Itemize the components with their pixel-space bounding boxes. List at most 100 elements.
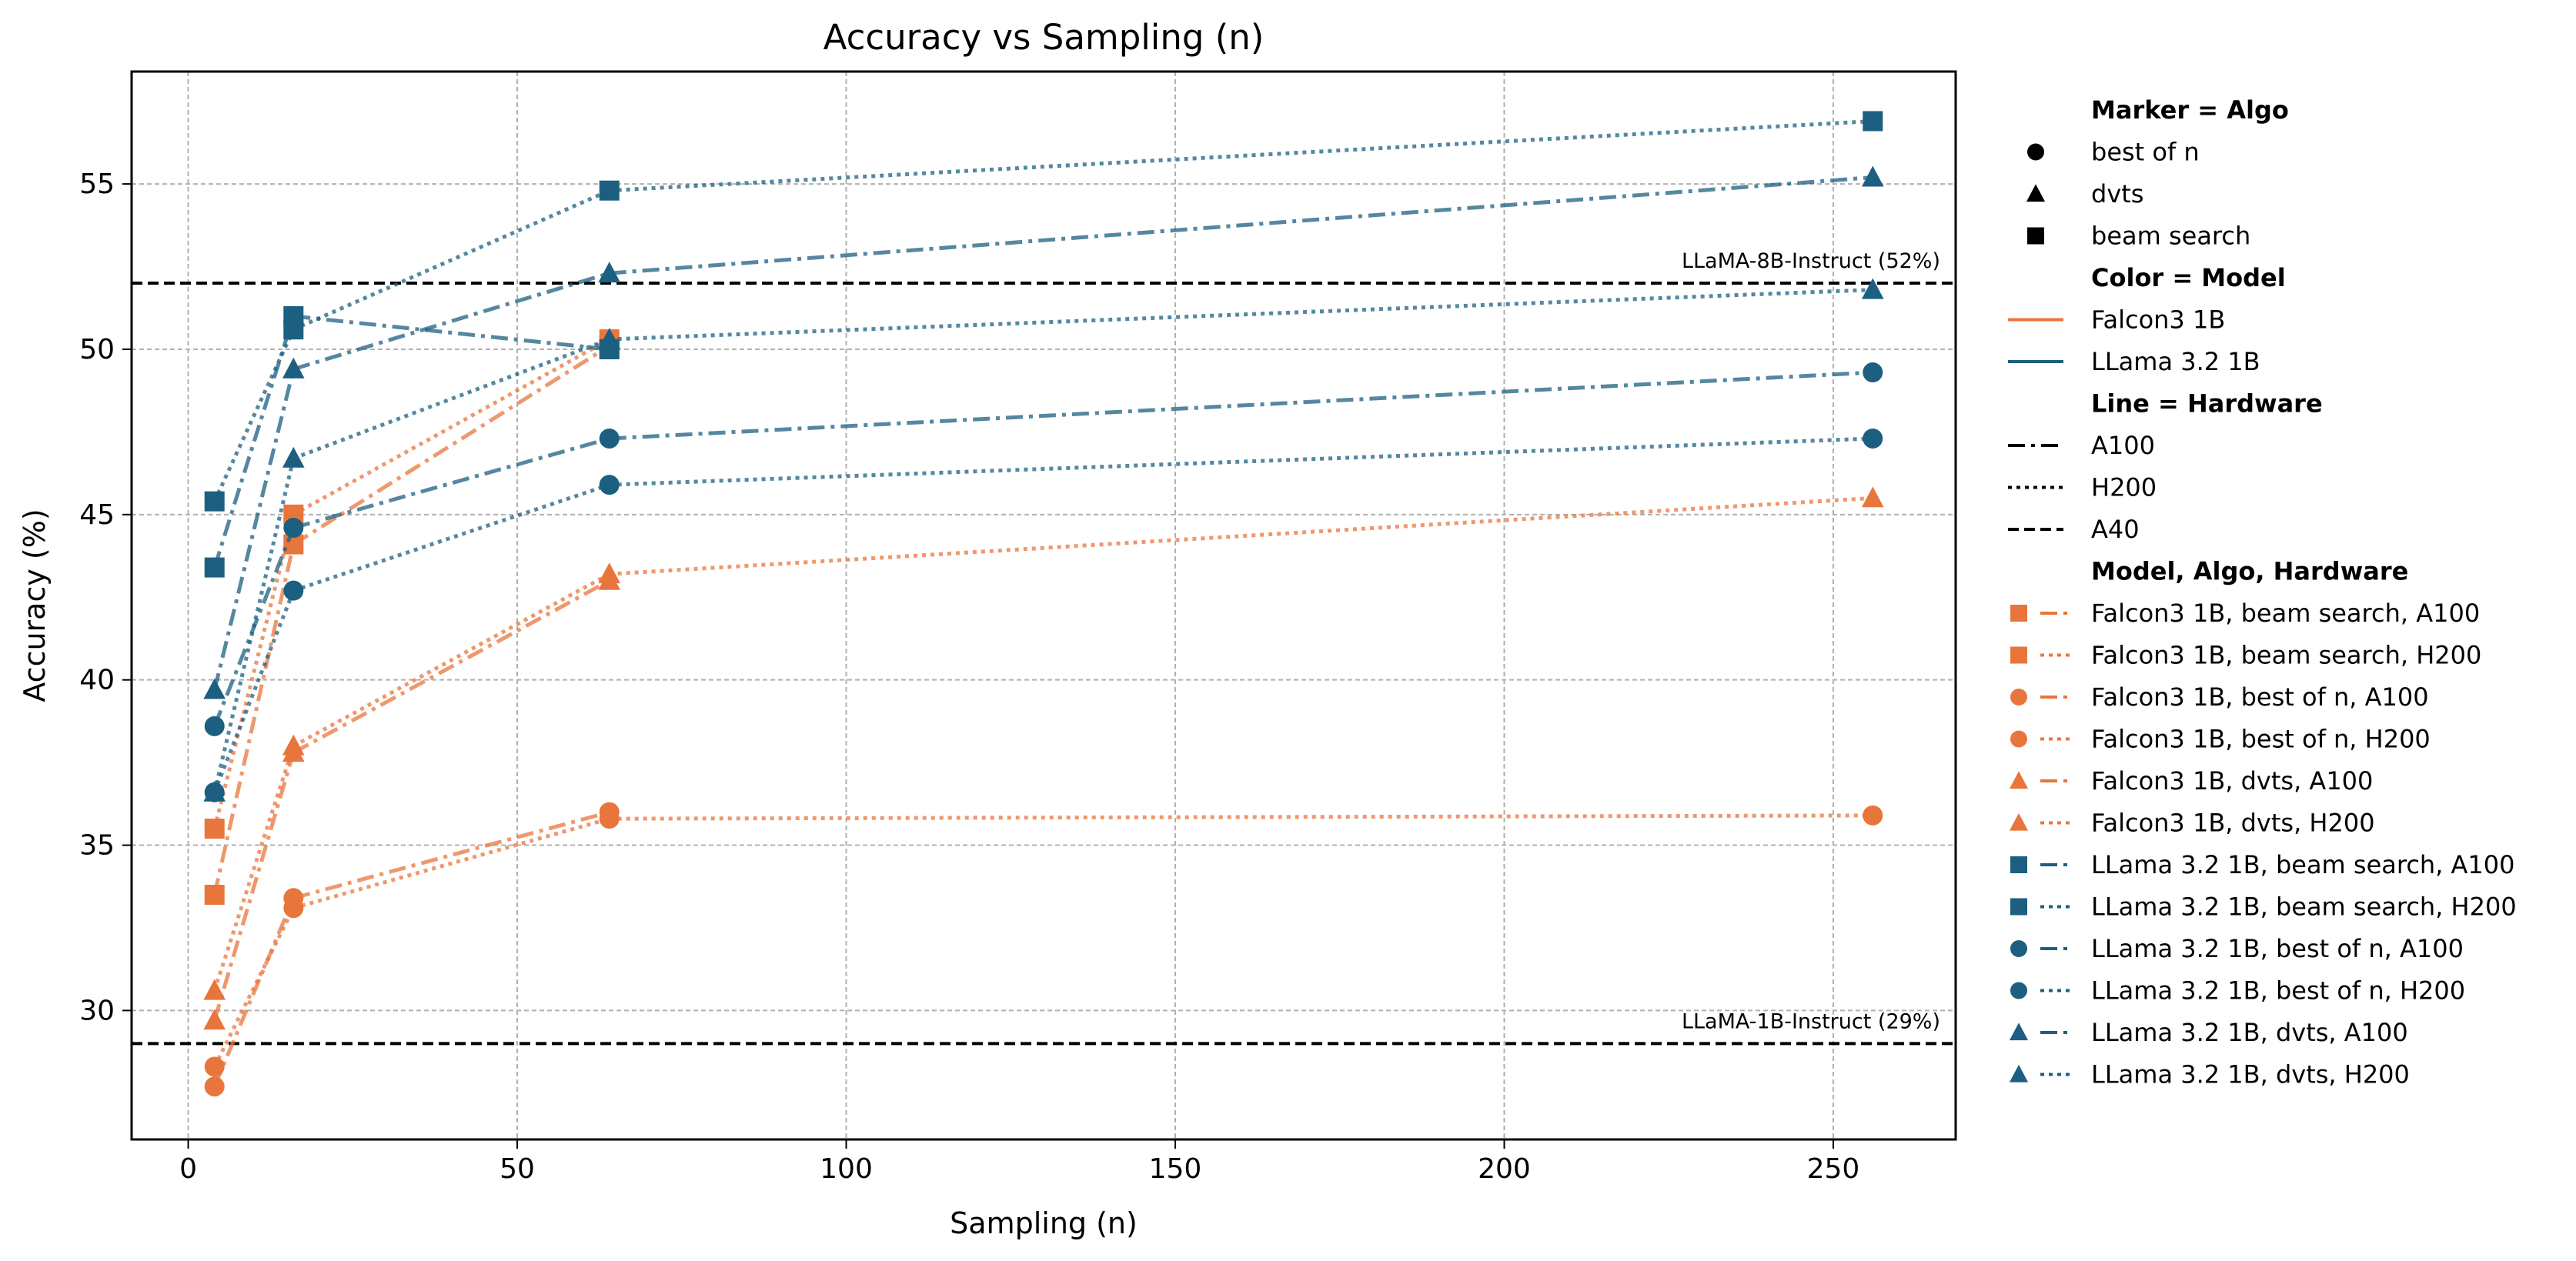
y-tick-label: 40 bbox=[79, 665, 115, 696]
data-point bbox=[204, 491, 225, 512]
data-point bbox=[203, 780, 226, 802]
data-point bbox=[204, 557, 225, 578]
data-point bbox=[598, 262, 621, 283]
reference-line-label: LLaMA-1B-Instruct (29%) bbox=[1682, 1009, 1940, 1033]
series-line bbox=[292, 572, 610, 748]
data-point bbox=[1863, 428, 1883, 449]
series-line bbox=[212, 458, 296, 793]
legend-label: LLama 3.2 1B, beam search, H200 bbox=[2091, 892, 2517, 922]
x-tick-label: 100 bbox=[820, 1153, 873, 1185]
legend-series-marker bbox=[2010, 940, 2027, 957]
series-line bbox=[212, 745, 296, 992]
legend-series-marker bbox=[2009, 1022, 2029, 1041]
legend-heading: Line = Hardware bbox=[2091, 389, 2323, 419]
legend-label: Falcon3 1B, best of n, H200 bbox=[2091, 725, 2431, 754]
y-tick-label: 30 bbox=[79, 995, 115, 1026]
legend-marker-icon bbox=[2027, 143, 2044, 161]
legend-label: beam search bbox=[2091, 222, 2250, 251]
series-line bbox=[212, 752, 296, 1022]
data-point bbox=[1861, 278, 1884, 299]
series-line bbox=[293, 314, 610, 352]
legend-label: Falcon3 1B, beam search, A100 bbox=[2091, 599, 2480, 628]
series-line bbox=[609, 175, 1873, 275]
x-axis-label: Sampling (n) bbox=[950, 1206, 1138, 1240]
legend-label: LLama 3.2 1B, best of n, A100 bbox=[2091, 934, 2464, 963]
data-point bbox=[1861, 165, 1884, 187]
series-line bbox=[292, 436, 610, 530]
series-line bbox=[212, 897, 296, 1088]
legend-label: LLama 3.2 1B, dvts, A100 bbox=[2091, 1018, 2408, 1047]
legend-series-marker bbox=[2010, 730, 2027, 748]
data-point bbox=[203, 678, 226, 699]
series-line bbox=[212, 514, 296, 829]
data-point bbox=[1861, 486, 1884, 508]
y-tick-label: 35 bbox=[79, 830, 115, 862]
plot-frame bbox=[130, 70, 1957, 1141]
series-line bbox=[292, 337, 610, 517]
legend-series-marker bbox=[2009, 812, 2029, 831]
series-line bbox=[292, 344, 611, 546]
data-point bbox=[283, 580, 304, 601]
series-line bbox=[292, 816, 610, 910]
data-point bbox=[1863, 362, 1883, 383]
legend-marker-icon bbox=[2026, 184, 2046, 202]
data-point bbox=[1863, 111, 1883, 132]
legend-series-marker bbox=[2010, 982, 2027, 999]
legend-label: best of n bbox=[2091, 138, 2200, 167]
data-point bbox=[599, 428, 620, 449]
data-point bbox=[282, 734, 305, 756]
legend-series-marker bbox=[2010, 605, 2027, 622]
series-line bbox=[292, 188, 610, 332]
legend-label: Falcon3 1B, dvts, H200 bbox=[2091, 809, 2375, 838]
data-point bbox=[598, 562, 621, 584]
y-axis-label: Accuracy (%) bbox=[18, 509, 52, 702]
data-point bbox=[599, 475, 620, 495]
series-line bbox=[292, 337, 610, 461]
legend-series-marker bbox=[2010, 856, 2027, 873]
legend-label: dvts bbox=[2091, 179, 2143, 208]
legend-series-marker bbox=[2010, 646, 2027, 664]
data-point bbox=[1863, 805, 1883, 826]
series-line bbox=[212, 369, 296, 691]
series-line bbox=[292, 579, 610, 755]
series-line bbox=[292, 810, 610, 900]
data-point bbox=[598, 328, 621, 349]
series-line bbox=[212, 543, 296, 896]
legend-label: A100 bbox=[2091, 431, 2155, 460]
legend-label: LLama 3.2 1B, best of n, H200 bbox=[2091, 976, 2465, 1006]
y-tick-label: 55 bbox=[79, 168, 115, 200]
legend-label: LLama 3.2 1B, dvts, H200 bbox=[2091, 1060, 2410, 1089]
legend-label: A40 bbox=[2091, 515, 2140, 544]
x-tick-label: 0 bbox=[179, 1153, 197, 1185]
data-point bbox=[599, 180, 620, 201]
legend-marker-icon bbox=[2027, 227, 2044, 245]
data-point bbox=[283, 518, 304, 539]
series-line bbox=[212, 589, 296, 793]
series-line bbox=[292, 271, 610, 372]
x-tick-label: 200 bbox=[1478, 1153, 1531, 1185]
legend-label: H200 bbox=[2091, 473, 2157, 502]
reference-line-label: LLaMA-8B-Instruct (52%) bbox=[1682, 249, 1940, 273]
data-point bbox=[282, 446, 305, 468]
data-point bbox=[204, 819, 225, 839]
data-point bbox=[203, 1009, 226, 1030]
legend-series-marker bbox=[2009, 1064, 2029, 1083]
data-point bbox=[204, 1056, 225, 1077]
data-point bbox=[204, 1076, 225, 1097]
legend-series-marker bbox=[2010, 898, 2027, 916]
legend-series-marker bbox=[2009, 771, 2029, 789]
legend-label: Falcon3 1B, best of n, A100 bbox=[2091, 682, 2429, 712]
data-point bbox=[203, 979, 226, 1000]
legend-heading: Model, Algo, Hardware bbox=[2091, 557, 2408, 586]
chart-title: Accuracy vs Sampling (n) bbox=[824, 17, 1265, 58]
series-line bbox=[609, 370, 1873, 441]
x-tick-label: 50 bbox=[499, 1153, 535, 1185]
y-tick-label: 50 bbox=[79, 334, 115, 365]
legend-label: Falcon3 1B, dvts, A100 bbox=[2091, 766, 2373, 796]
legend-heading: Color = Model bbox=[2091, 263, 2286, 292]
legend-label: LLama 3.2 1B, beam search, A100 bbox=[2091, 850, 2515, 879]
data-point bbox=[282, 357, 305, 379]
